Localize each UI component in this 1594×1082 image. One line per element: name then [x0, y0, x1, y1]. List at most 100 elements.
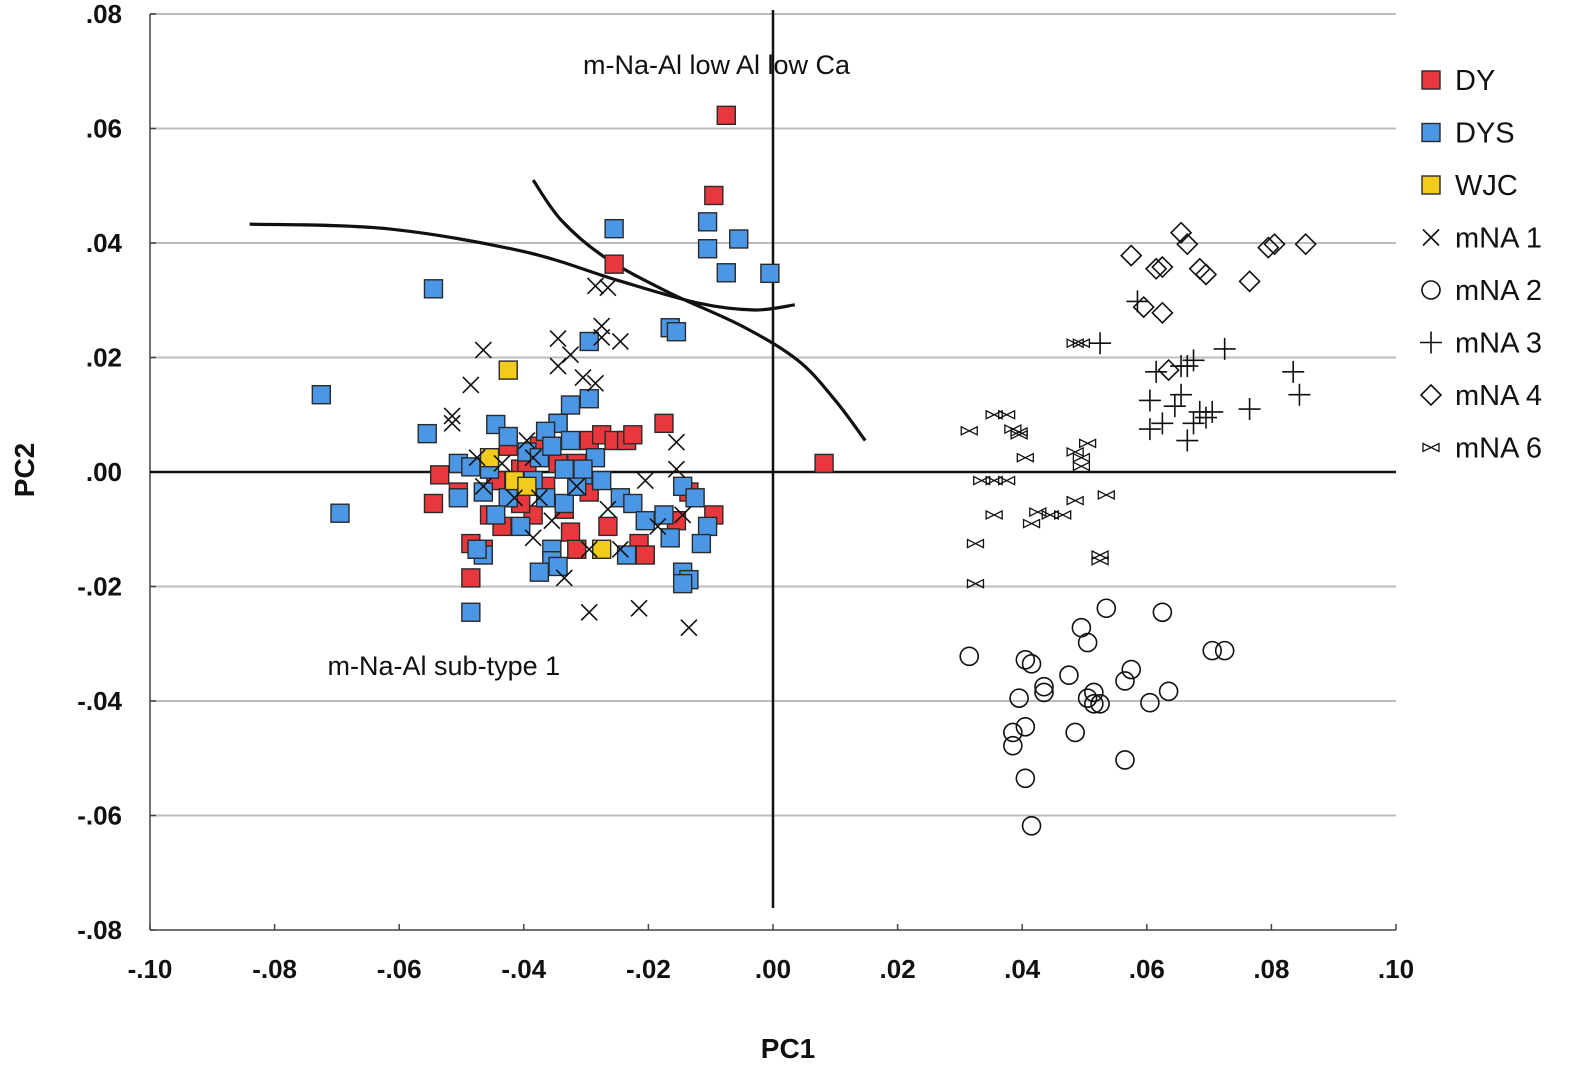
data-point — [498, 426, 518, 447]
y-tick-label: .02 — [86, 343, 122, 373]
marker-bowtie — [960, 425, 978, 436]
marker-circle — [1121, 659, 1142, 680]
data-point — [636, 472, 654, 490]
marker-circle — [1158, 681, 1179, 702]
legend-marker — [1420, 331, 1442, 354]
y-tick-label: -.06 — [77, 801, 122, 831]
data-point — [1182, 412, 1205, 435]
data-point — [1084, 694, 1104, 714]
data-point — [580, 603, 598, 621]
data-point — [1163, 395, 1186, 418]
legend-item: mNA 2 — [1421, 275, 1542, 307]
data-point — [586, 374, 605, 392]
marker-square — [330, 503, 350, 523]
data-point — [423, 493, 444, 514]
annotation-low-al-low-ca: m-Na-Al low Al low Ca — [583, 50, 851, 80]
data-point — [474, 477, 492, 495]
data-point — [1194, 406, 1217, 429]
y-tick-label: .06 — [86, 114, 122, 144]
marker-bowtie — [1066, 495, 1084, 506]
marker-x — [468, 449, 486, 467]
data-point — [473, 482, 494, 502]
data-point — [697, 212, 718, 232]
marker-bowtie — [1078, 438, 1097, 449]
data-point — [1140, 692, 1160, 713]
marker-diamond — [1176, 233, 1199, 256]
data-point — [1157, 358, 1180, 382]
legend-marker — [1421, 70, 1441, 90]
marker-x — [667, 433, 686, 451]
data-point — [1034, 682, 1054, 703]
data-point — [573, 459, 593, 479]
marker-square — [554, 459, 574, 479]
data-point — [697, 239, 718, 259]
marker-square — [467, 539, 487, 559]
data-point — [1003, 722, 1023, 743]
data-point — [560, 522, 581, 542]
marker-x — [524, 529, 542, 547]
data-point — [960, 425, 978, 436]
marker-x — [593, 328, 611, 347]
legend-item: mNA 4 — [1419, 380, 1542, 412]
x-tick-label: .02 — [880, 954, 916, 984]
data-point — [530, 489, 548, 507]
marker-square — [814, 453, 834, 474]
marker-plus — [1182, 412, 1205, 435]
data-point — [1132, 295, 1155, 319]
marker-square — [760, 263, 780, 284]
data-point — [667, 433, 686, 451]
data-point — [985, 475, 1003, 486]
marker-diamond — [1263, 233, 1286, 256]
data-point — [1120, 244, 1143, 267]
data-point — [959, 646, 980, 667]
data-point — [1115, 750, 1135, 770]
marker-circle — [1115, 671, 1135, 691]
marker-x — [574, 368, 592, 387]
marker-square — [623, 493, 643, 514]
data-point — [593, 328, 611, 347]
marker-x — [561, 346, 580, 364]
data-point — [493, 454, 511, 472]
data-point — [1016, 452, 1034, 463]
marker-circle — [1214, 640, 1235, 661]
data-point — [973, 475, 991, 486]
marker-circle — [1065, 722, 1085, 743]
data-point — [1188, 257, 1211, 280]
y-tick-label: -.08 — [77, 915, 122, 945]
marker-plus — [1420, 331, 1442, 354]
marker-x — [493, 454, 511, 472]
marker-square — [429, 465, 450, 485]
data-point — [505, 489, 524, 507]
marker-plus — [1138, 418, 1161, 441]
legend-marker — [1421, 122, 1441, 143]
series-mna-4 — [1120, 221, 1317, 382]
marker-x — [549, 330, 567, 348]
marker-square — [573, 459, 593, 479]
marker-bowtie — [1422, 442, 1440, 453]
data-point — [1126, 290, 1149, 313]
marker-x — [674, 506, 692, 524]
legend-marker — [1422, 442, 1440, 453]
data-point — [716, 263, 736, 283]
marker-bowtie — [1029, 507, 1047, 518]
series-mna-3 — [1089, 290, 1311, 452]
marker-bowtie — [1041, 509, 1059, 520]
marker-x — [1422, 228, 1440, 247]
data-point — [1138, 418, 1161, 441]
marker-plus — [1213, 337, 1236, 360]
data-point — [498, 360, 518, 380]
data-point — [1078, 438, 1097, 449]
marker-square — [560, 395, 581, 415]
marker-circle — [1015, 716, 1036, 737]
legend-item: DY — [1421, 65, 1495, 97]
marker-plus — [1170, 383, 1193, 406]
marker-diamond — [1294, 233, 1317, 256]
data-point — [1003, 735, 1023, 756]
data-point — [1097, 489, 1115, 500]
data-point — [729, 229, 749, 249]
data-point — [1176, 429, 1199, 452]
marker-bowtie — [1054, 509, 1072, 520]
marker-bowtie — [1022, 518, 1041, 529]
data-points — [311, 105, 1317, 836]
